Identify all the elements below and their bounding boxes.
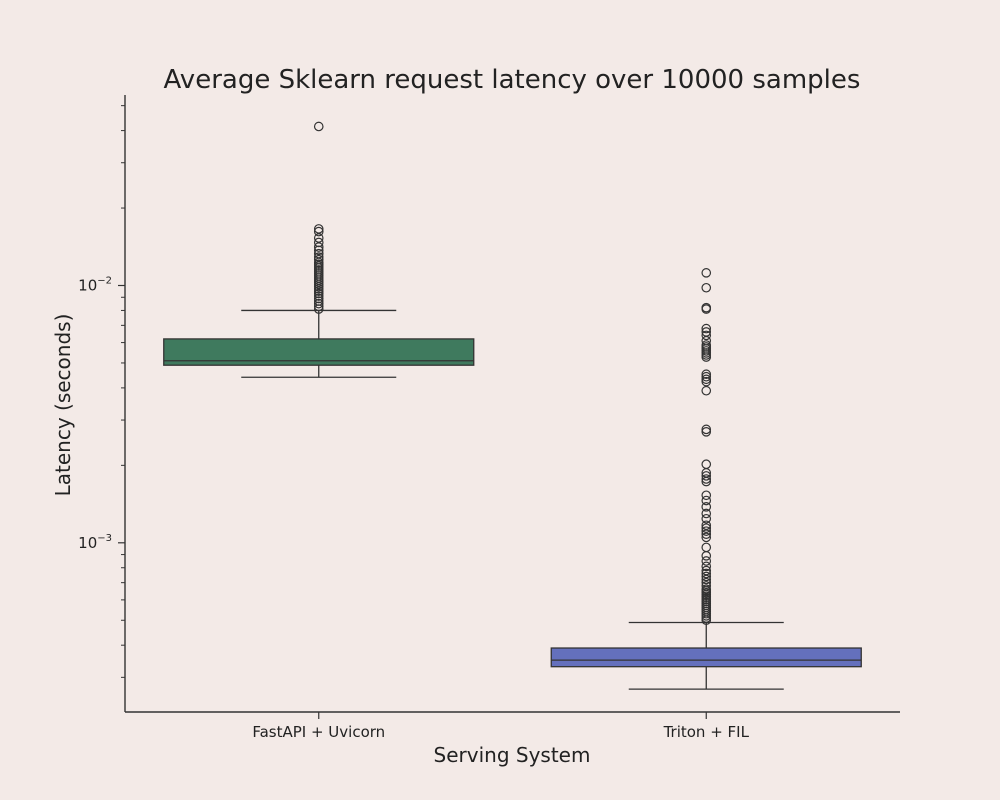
outlier-point	[701, 542, 712, 553]
outlier-point	[313, 291, 324, 301]
outlier-point	[701, 532, 712, 543]
outlier-point	[313, 254, 324, 265]
outlier-point	[701, 340, 712, 350]
outlier-point	[701, 561, 712, 572]
outlier-point	[313, 121, 324, 132]
outlier-point	[701, 556, 712, 566]
x-tick-label: FastAPI + Uvicorn	[252, 723, 385, 741]
x-axis-label: Serving System	[434, 743, 591, 767]
plot-area: 10−3 10−2 FastAPI + Uvicorn Triton + FIL	[78, 95, 900, 741]
outlier-point	[701, 327, 712, 337]
outlier-point	[313, 252, 324, 262]
outlier-point	[313, 286, 324, 297]
outlier-point	[701, 471, 712, 481]
outlier-point	[313, 298, 324, 309]
outlier-point	[701, 490, 712, 501]
outlier-point	[701, 520, 712, 531]
outlier-point	[701, 584, 712, 595]
outlier-point	[701, 369, 712, 380]
outlier-point	[313, 248, 324, 259]
outlier-point	[701, 459, 712, 470]
outlier-point	[701, 513, 712, 524]
outlier-point	[313, 226, 324, 237]
outlier-point	[313, 296, 324, 306]
outlier-point	[701, 495, 712, 506]
outlier-point	[313, 242, 324, 252]
box	[550, 647, 862, 668]
outlier-point	[701, 551, 712, 561]
outlier-point	[701, 302, 712, 313]
y-axis-label: Latency (seconds)	[51, 314, 75, 497]
outlier-point	[701, 424, 712, 435]
outlier-point	[701, 565, 712, 576]
x-tick-label: Triton + FIL	[663, 723, 750, 741]
outlier-point	[701, 581, 712, 591]
outlier-point	[313, 288, 324, 299]
outlier-point	[701, 282, 712, 293]
outlier-point	[701, 523, 712, 533]
outlier-point	[313, 237, 324, 248]
outlier-point	[701, 323, 712, 334]
outlier-point	[701, 268, 712, 278]
outlier-point	[701, 474, 712, 484]
outlier-point	[313, 301, 324, 312]
outlier-point	[701, 371, 712, 382]
outlier-point	[701, 502, 712, 512]
outlier-point	[701, 330, 712, 341]
outlier-point	[701, 571, 712, 582]
outlier-point	[701, 427, 712, 437]
outlier-point	[701, 508, 712, 519]
outlier-point	[313, 293, 324, 304]
outlier-point	[701, 526, 712, 536]
outlier-point	[701, 374, 712, 385]
outlier-point	[313, 224, 324, 234]
outlier-point	[701, 376, 712, 387]
y-tick-label: 10−3	[78, 533, 112, 552]
outlier-point	[701, 385, 712, 396]
chart-title: Average Sklearn request latency over 100…	[164, 65, 861, 95]
outlier-point	[313, 233, 324, 243]
outlier-point	[701, 568, 712, 579]
y-tick-label: 10−2	[78, 275, 112, 294]
outlier-point	[701, 577, 712, 588]
